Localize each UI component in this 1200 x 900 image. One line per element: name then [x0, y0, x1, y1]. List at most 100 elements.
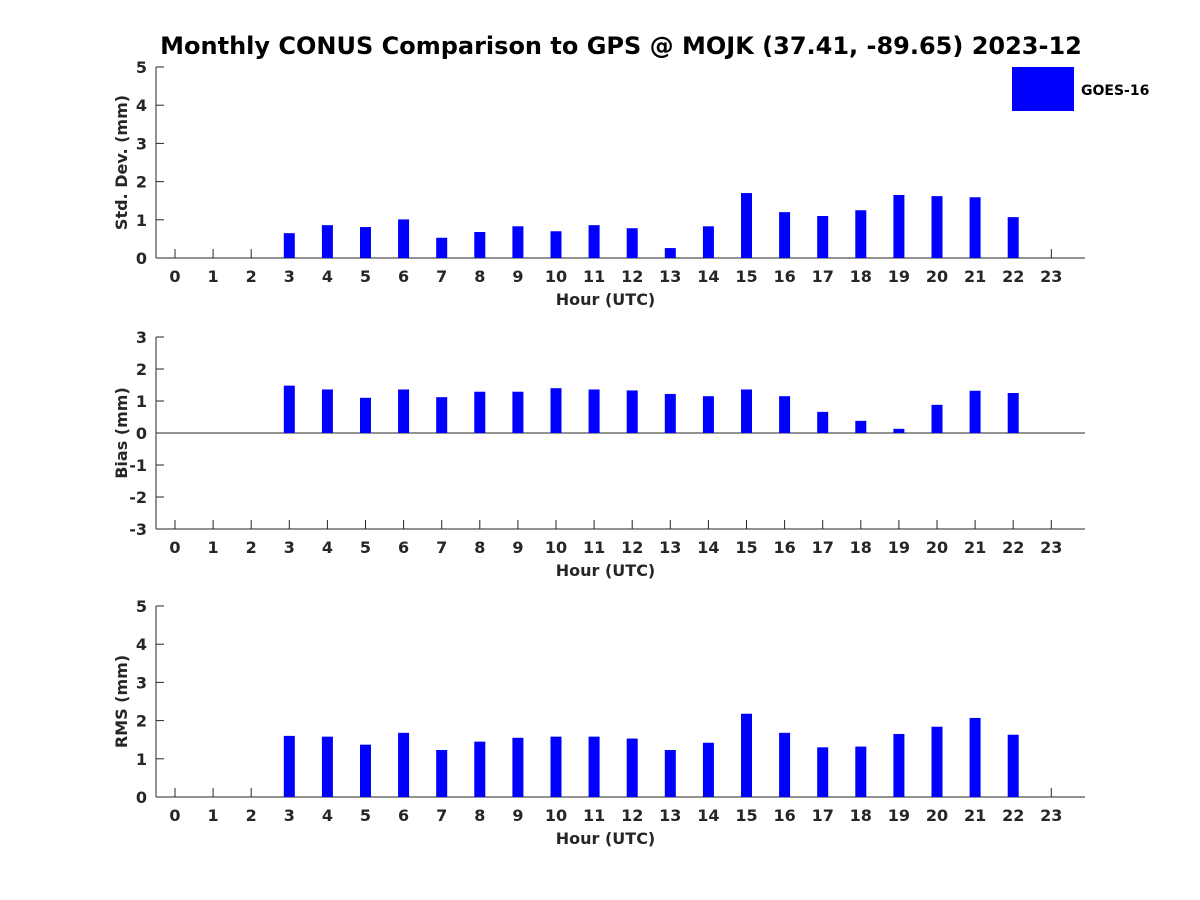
x-tick-label: 4	[322, 267, 333, 286]
bar-hour-9	[512, 391, 524, 433]
bar-hour-4	[321, 225, 333, 258]
x-tick-label: 17	[812, 806, 834, 825]
bar-hour-5	[360, 744, 371, 797]
y-tick-label: 3	[136, 673, 147, 692]
x-tick-label: 5	[360, 538, 371, 557]
x-tick-label: 11	[583, 806, 605, 825]
x-tick-label: 22	[1002, 267, 1024, 286]
x-tick-label: 10	[545, 806, 567, 825]
x-tick-label: 7	[436, 806, 447, 825]
bar-hour-13	[664, 750, 676, 797]
bar-hour-13	[664, 248, 676, 258]
x-axis-label: Hour (UTC)	[556, 290, 656, 309]
bar-hour-12	[626, 390, 638, 433]
bar-hour-22	[1007, 734, 1019, 797]
bar-hour-6	[398, 389, 410, 433]
x-tick-label: 6	[398, 267, 409, 286]
bar-hour-3	[283, 735, 295, 797]
bar-hour-19	[893, 194, 905, 258]
x-tick-label: 0	[169, 267, 180, 286]
y-tick-label: 0	[136, 249, 147, 268]
x-tick-label: 21	[964, 538, 986, 557]
y-tick-label: -3	[129, 520, 147, 539]
bar-hour-21	[969, 717, 981, 797]
x-tick-label: 13	[659, 538, 681, 557]
x-tick-label: 7	[436, 267, 447, 286]
bar-hour-17	[817, 215, 829, 258]
x-tick-label: 8	[474, 267, 485, 286]
x-tick-label: 5	[360, 267, 371, 286]
bar-hour-14	[702, 396, 714, 433]
y-axis-label: Std. Dev. (mm)	[112, 95, 131, 230]
x-tick-label: 2	[246, 806, 257, 825]
x-tick-label: 1	[208, 806, 219, 825]
x-tick-label: 13	[659, 267, 681, 286]
y-tick-label: 4	[136, 635, 147, 654]
x-tick-label: 1	[208, 267, 219, 286]
y-tick-label: -1	[129, 456, 147, 475]
bar-hour-10	[550, 736, 562, 797]
bar-hour-21	[969, 390, 981, 433]
x-tick-label: 4	[322, 806, 333, 825]
x-tick-label: 1	[208, 538, 219, 557]
x-tick-label: 3	[284, 806, 295, 825]
x-tick-label: 16	[773, 267, 795, 286]
x-tick-label: 18	[850, 267, 872, 286]
bar-hour-3	[283, 233, 295, 258]
x-tick-label: 11	[583, 538, 605, 557]
bar-hour-18	[855, 420, 867, 433]
bar-hour-14	[702, 742, 714, 797]
x-tick-label: 12	[621, 806, 643, 825]
y-tick-label: 0	[136, 788, 147, 807]
x-tick-label: 23	[1040, 267, 1062, 286]
x-tick-label: 23	[1040, 538, 1062, 557]
bar-hour-3	[283, 385, 295, 433]
x-tick-label: 14	[697, 538, 719, 557]
x-tick-label: 9	[512, 267, 523, 286]
y-tick-label: 2	[136, 173, 147, 192]
x-tick-label: 21	[964, 267, 986, 286]
bar-hour-11	[588, 389, 600, 433]
bar-hour-11	[588, 736, 600, 797]
bar-hour-6	[398, 219, 410, 258]
x-tick-label: 19	[888, 806, 910, 825]
bar-hour-7	[436, 397, 448, 433]
bar-hour-17	[817, 747, 829, 797]
bar-hour-8	[474, 391, 486, 433]
legend: GOES-16	[1012, 67, 1149, 111]
y-tick-label: -2	[129, 488, 147, 507]
x-tick-label: 14	[697, 806, 719, 825]
x-tick-label: 10	[545, 267, 567, 286]
bar-hour-16	[779, 396, 791, 433]
bar-hour-20	[931, 404, 943, 433]
x-tick-label: 18	[850, 806, 872, 825]
x-tick-label: 7	[436, 538, 447, 557]
y-tick-label: 0	[136, 424, 147, 443]
x-tick-label: 3	[284, 538, 295, 557]
bar-hour-4	[321, 389, 333, 433]
bar-hour-6	[398, 732, 410, 797]
chart-title: Monthly CONUS Comparison to GPS @ MOJK (…	[160, 32, 1082, 60]
bar-hour-19	[893, 428, 905, 433]
x-tick-label: 15	[735, 806, 757, 825]
x-tick-label: 10	[545, 538, 567, 557]
x-tick-label: 19	[888, 538, 910, 557]
x-tick-label: 21	[964, 806, 986, 825]
x-tick-label: 9	[512, 538, 523, 557]
bar-hour-5	[360, 227, 371, 258]
y-tick-label: 2	[136, 712, 147, 731]
x-axis-label: Hour (UTC)	[556, 561, 656, 580]
bar-hour-16	[779, 732, 791, 797]
x-tick-label: 23	[1040, 806, 1062, 825]
x-tick-label: 22	[1002, 806, 1024, 825]
y-tick-label: 1	[136, 750, 147, 769]
x-tick-label: 0	[169, 538, 180, 557]
y-tick-label: 1	[136, 392, 147, 411]
bar-hour-9	[512, 226, 524, 258]
y-tick-label: 5	[136, 58, 147, 77]
x-tick-label: 19	[888, 267, 910, 286]
x-tick-label: 12	[621, 267, 643, 286]
